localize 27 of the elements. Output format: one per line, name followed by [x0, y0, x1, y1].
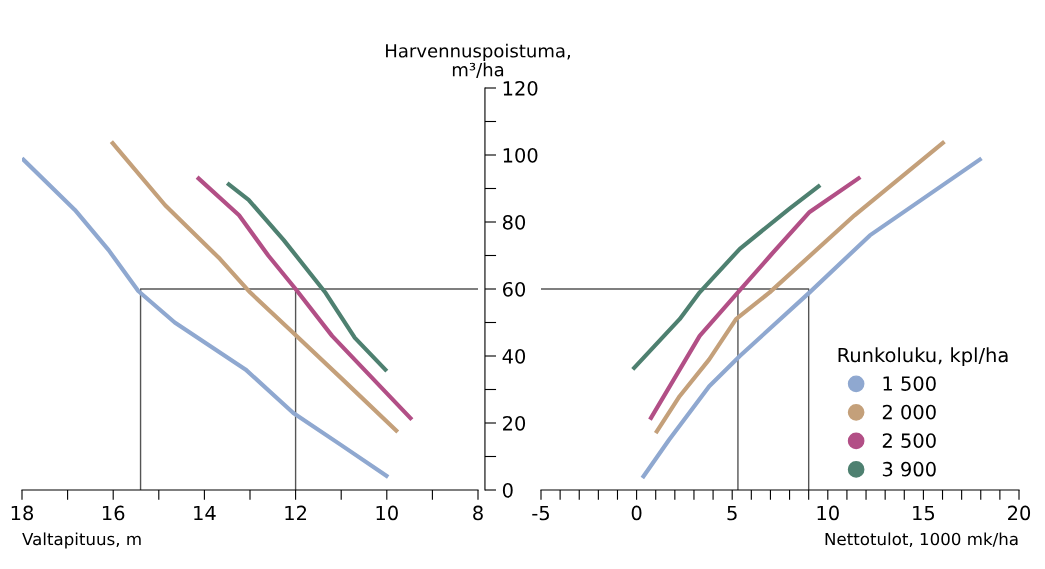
x-tick-label: 18 — [11, 505, 34, 521]
legend-label: 2 500 — [882, 433, 936, 448]
x-tick-label: 5 — [727, 505, 737, 521]
x-axis-title: Nettotulot, 1000 mk/ha — [825, 532, 1018, 548]
y-tick-label: 80 — [502, 214, 526, 230]
x-tick-label: 16 — [102, 505, 125, 521]
x-axis-title: Valtapituus, m — [22, 532, 141, 549]
legend-label: 3 900 — [882, 461, 936, 477]
legend-title: Runkoluku, kpl/ha — [838, 347, 1008, 367]
y-tick-label: 120 — [503, 80, 538, 96]
x-tick-label: -5 — [532, 505, 549, 521]
x-tick-label: 15 — [913, 505, 935, 521]
y-tick-label: 60 — [502, 281, 526, 297]
y-axis-title: Harvennuspoistuma, m³/ha — [386, 43, 570, 78]
legend-label: 1 500 — [883, 376, 936, 391]
x-tick-label: 8 — [473, 505, 483, 521]
x-tick-label: 12 — [285, 505, 307, 521]
y-tick-label: 20 — [503, 415, 526, 431]
x-tick-label: 10 — [376, 505, 398, 521]
y-tick-label: 40 — [502, 348, 526, 364]
legend-label: 2 000 — [882, 404, 936, 420]
x-tick-label: 20 — [1008, 505, 1031, 521]
x-tick-label: 10 — [817, 505, 839, 521]
y-tick-label: 0 — [502, 482, 513, 498]
x-tick-label: 0 — [631, 505, 642, 521]
y-tick-label: 100 — [503, 147, 538, 163]
x-tick-label: 14 — [194, 505, 216, 521]
